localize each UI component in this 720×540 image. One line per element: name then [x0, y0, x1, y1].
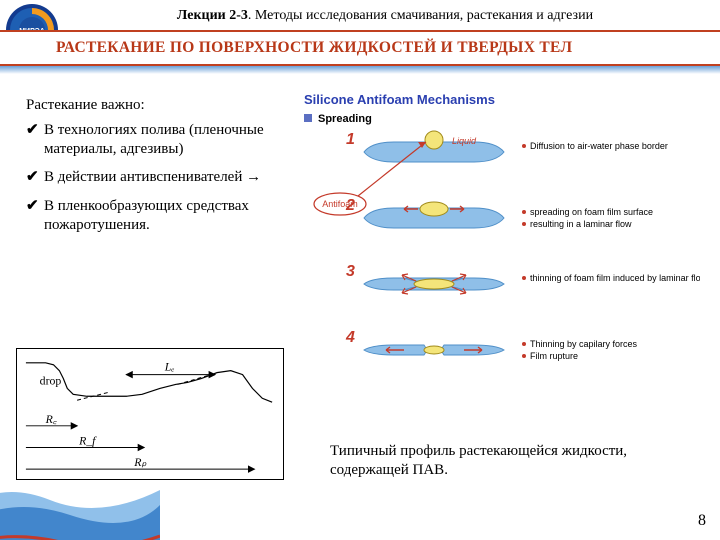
svg-text:R꜀: R꜀	[45, 412, 58, 426]
svg-text:Thinning by capilary forces: Thinning by capilary forces	[530, 339, 638, 349]
svg-text:resulting in a laminar flow: resulting in a laminar flow	[530, 219, 632, 229]
svg-text:R_f: R_f	[78, 434, 97, 448]
bullet-item: В пленкообразующих средствах пожаротушен…	[26, 197, 266, 235]
bullet-list: Растекание важно: В технологиях полива (…	[26, 96, 266, 245]
slide-title: РАСТЕКАНИЕ ПО ПОВЕРХНОСТИ ЖИДКОСТЕЙ И ТВ…	[56, 39, 572, 57]
bullet-lead: Растекание важно:	[26, 96, 266, 115]
svg-text:thinning of foam film induced: thinning of foam film induced by laminar…	[530, 273, 700, 283]
svg-text:spreading on foam film surface: spreading on foam film surface	[530, 207, 653, 217]
svg-text:Liquid: Liquid	[452, 136, 477, 146]
svg-text:4: 4	[345, 329, 355, 346]
title-band: РАСТЕКАНИЕ ПО ПОВЕРХНОСТИ ЖИДКОСТЕЙ И ТВ…	[0, 30, 720, 66]
svg-text:3: 3	[346, 263, 355, 280]
lecture-number: Лекции 2-3	[177, 8, 248, 23]
svg-text:drop: drop	[40, 373, 62, 387]
bullet-item: В технологиях полива (пленочные материал…	[26, 121, 266, 159]
bullet-item: В действии антивспенивателей →	[26, 168, 266, 187]
svg-text:1: 1	[346, 131, 355, 148]
profile-caption: Типичный профиль растекающейся жидкости,…	[330, 442, 660, 480]
title-underline	[0, 66, 720, 74]
svg-text:Antifoam: Antifoam	[322, 199, 358, 209]
mechanism-diagram: Silicone Antifoam Mechanisms Spreading 1…	[300, 90, 700, 400]
svg-text:Diffusion to air-water phase b: Diffusion to air-water phase border	[530, 141, 668, 151]
svg-text:Lₑ: Lₑ	[164, 360, 175, 374]
corner-wave-decor	[0, 450, 160, 540]
svg-text:Spreading: Spreading	[318, 113, 372, 125]
lecture-topic: . Методы исследования смачивания, растек…	[248, 8, 593, 23]
page-number: 8	[698, 512, 706, 530]
svg-text:Film rupture: Film rupture	[530, 351, 578, 361]
svg-text:Silicone Antifoam Mechanisms: Silicone Antifoam Mechanisms	[304, 92, 495, 107]
lecture-header: Лекции 2-3. Методы исследования смачиван…	[70, 8, 700, 24]
